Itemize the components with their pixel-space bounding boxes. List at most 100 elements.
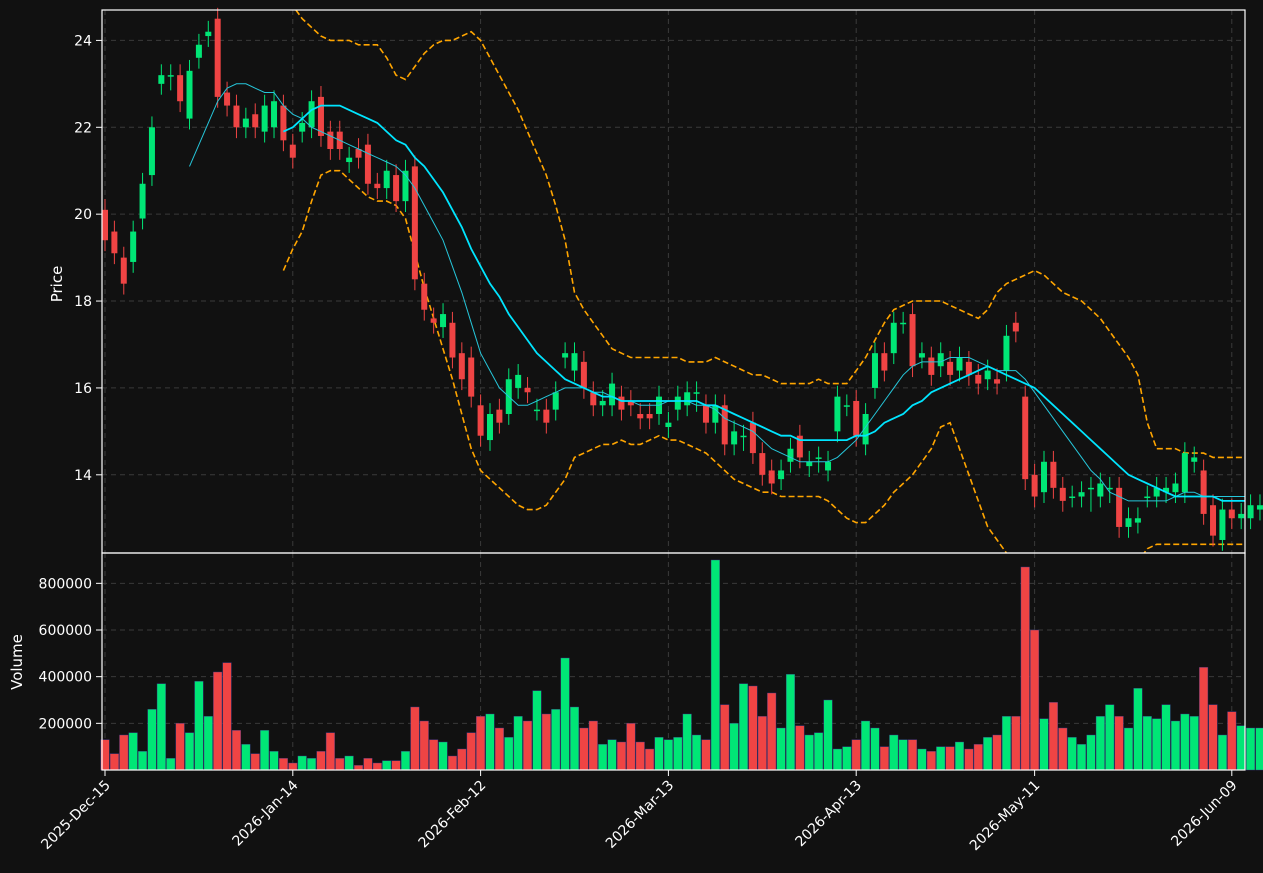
candle-body	[740, 435, 747, 438]
candle-body	[205, 31, 212, 37]
candle-body	[900, 322, 907, 325]
volume-bar	[973, 744, 983, 771]
volume-bar	[231, 730, 241, 771]
volume-bar	[1217, 734, 1227, 771]
volume-bar	[701, 739, 711, 771]
volume-bar	[936, 746, 946, 771]
volume-bar	[551, 709, 561, 771]
volume-bar	[804, 734, 814, 771]
candle-body	[1106, 487, 1113, 490]
volume-bar	[1124, 727, 1134, 771]
volume-bar	[1067, 737, 1077, 771]
candle-body	[909, 314, 916, 367]
candle-body	[364, 144, 371, 184]
volume-bar	[316, 751, 326, 771]
candle-body	[195, 44, 202, 58]
candle-body	[402, 170, 409, 202]
volume-bar	[908, 739, 918, 771]
candle-body	[102, 209, 108, 241]
volume-bar	[513, 716, 523, 771]
volume-bar	[1161, 704, 1171, 771]
candle-body	[552, 392, 559, 410]
volume-bar	[851, 739, 861, 771]
volume-bar	[739, 683, 749, 771]
candle-body	[1116, 487, 1123, 527]
candle-body	[1163, 487, 1170, 493]
volume-bar	[1152, 718, 1162, 771]
sma-slow-line	[283, 104, 1245, 502]
candle-body	[778, 470, 785, 480]
volume-bar	[1105, 704, 1115, 771]
candle-body	[158, 75, 165, 84]
volume-bar	[1246, 727, 1256, 771]
volume-bar	[635, 741, 645, 771]
candle-body	[308, 101, 315, 128]
candle-body	[825, 461, 832, 471]
candle-body	[1125, 518, 1132, 527]
volume-bar	[570, 706, 580, 771]
candle-body	[815, 457, 822, 459]
candle-body	[947, 361, 954, 375]
volume-bar	[607, 739, 617, 771]
candle-body	[421, 283, 428, 310]
candle-body	[806, 461, 813, 467]
candle-body	[486, 413, 493, 441]
candle-body	[1228, 509, 1235, 519]
volume-bar	[213, 671, 223, 771]
volume-bar	[222, 662, 232, 771]
volume-bar	[391, 760, 401, 771]
candle-body	[458, 353, 465, 380]
candle-body	[533, 409, 540, 412]
volume-bar	[523, 720, 533, 771]
candle-body	[787, 448, 794, 462]
candle-body	[881, 353, 888, 371]
candle-body	[346, 157, 353, 163]
candle-body	[224, 92, 231, 106]
price-tick-label: 18	[74, 294, 92, 310]
volume-bar	[692, 734, 702, 771]
moving-averages	[189, 83, 1245, 502]
volume-bar	[1048, 702, 1058, 771]
candle-body	[449, 322, 456, 358]
candle-body	[1031, 474, 1038, 497]
candle-body	[1022, 396, 1029, 480]
candle-body	[1041, 461, 1047, 493]
volume-bar	[344, 755, 354, 771]
candle-body	[928, 357, 935, 375]
volume-bar	[757, 716, 767, 771]
price-axis-label: Price	[48, 266, 66, 303]
candle-body	[1210, 505, 1217, 536]
volume-bar	[710, 559, 720, 771]
volume-bar	[926, 751, 936, 771]
volume-bar	[307, 758, 317, 771]
volume-bar	[870, 727, 880, 771]
volume-bar	[1039, 718, 1049, 771]
volume-panel-frame	[101, 552, 1246, 771]
volume-bar	[297, 755, 307, 771]
volume-bar	[1011, 716, 1021, 771]
candle-body	[590, 392, 597, 406]
volume-bar	[494, 727, 504, 771]
volume-bar	[1058, 727, 1068, 771]
volume-bar	[185, 732, 195, 771]
candle-body	[890, 322, 897, 354]
candle-body	[1247, 505, 1254, 519]
candle-body	[477, 405, 484, 436]
volume-bar	[767, 692, 777, 771]
volume-bar	[654, 737, 664, 771]
volume-bar	[269, 751, 279, 771]
candle-body	[918, 353, 925, 358]
volume-bar	[954, 741, 964, 771]
candle-body	[1200, 470, 1207, 514]
candle-body	[177, 75, 184, 102]
volume-bar	[250, 753, 260, 771]
volume-bar	[241, 744, 251, 771]
candle-body	[167, 75, 174, 77]
volume-bar	[372, 762, 382, 771]
candle-body	[411, 166, 418, 280]
candle-body	[1219, 509, 1226, 540]
candle-body	[1134, 518, 1141, 523]
volume-bar	[532, 690, 542, 771]
candle-body	[252, 114, 259, 128]
